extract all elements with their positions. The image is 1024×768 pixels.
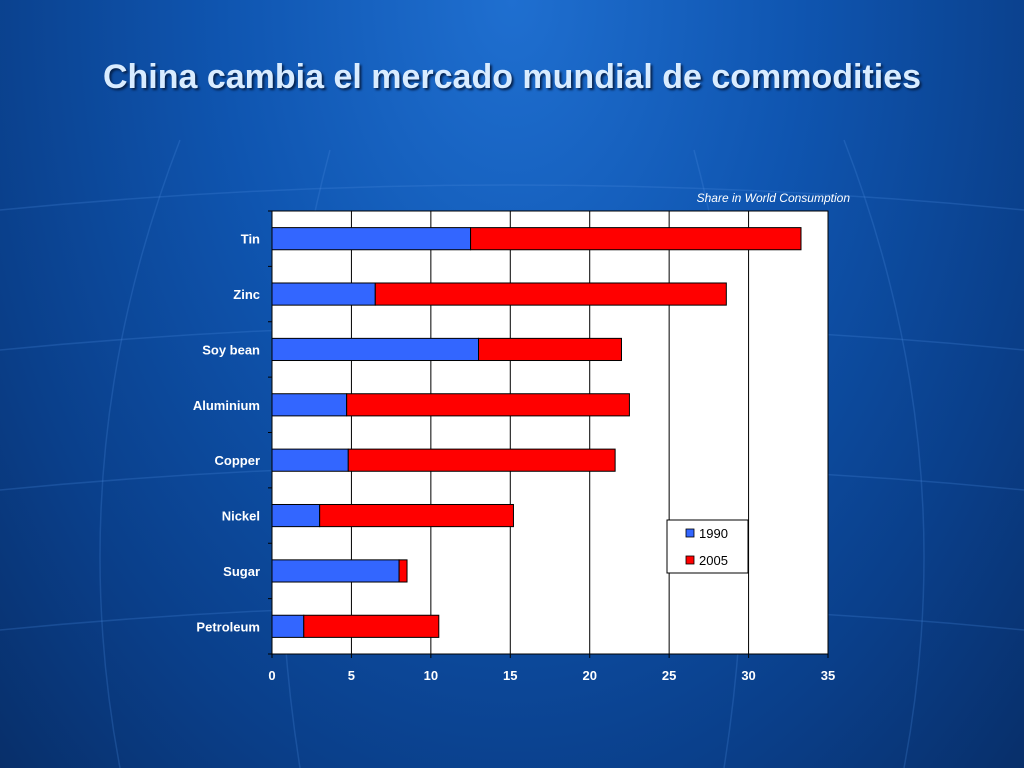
category-label-sugar: Sugar <box>223 564 260 579</box>
category-label-nickel: Nickel <box>222 509 260 524</box>
bar-copper-1990 <box>271 448 349 472</box>
bar-nickel-1990 <box>271 503 321 528</box>
category-labels: Tin Zinc Soy bean Aluminium Copper Nickel Suga… <box>193 232 260 635</box>
category-label-aluminium: Aluminium <box>193 398 260 413</box>
legend-label-2005: 2005 <box>699 553 728 568</box>
legend: 1990 2005 <box>666 519 749 574</box>
bar-sugar-2005 <box>398 559 408 583</box>
x-tick-label-20: 20 <box>582 668 596 683</box>
x-tick-label-35: 35 <box>821 668 835 683</box>
category-label-soy-bean: Soy bean <box>202 342 260 357</box>
bar-soy-bean-1990 <box>271 337 480 362</box>
x-tick-label-0: 0 <box>268 668 275 683</box>
x-tick-label-25: 25 <box>662 668 676 683</box>
legend-swatch-2005 <box>685 555 695 565</box>
category-label-petroleum: Petroleum <box>196 619 260 634</box>
bar-soy-bean-2005 <box>478 337 622 362</box>
bar-aluminium-1990 <box>271 393 348 417</box>
slide-title: China cambia el mercado mundial de commo… <box>102 58 922 96</box>
category-label-zinc: Zinc <box>233 287 260 302</box>
x-tick-label-5: 5 <box>348 668 355 683</box>
bar-zinc-1990 <box>271 282 376 306</box>
bar-copper-2005 <box>347 448 616 472</box>
bar-petroleum-1990 <box>271 614 305 638</box>
legend-box <box>666 519 749 574</box>
x-tick-label-15: 15 <box>503 668 517 683</box>
bar-sugar-1990 <box>271 559 400 583</box>
chart-subtitle: Share in World Consumption <box>697 191 851 205</box>
bars <box>271 227 802 638</box>
x-tick-label-30: 30 <box>741 668 755 683</box>
category-label-copper: Copper <box>215 453 261 468</box>
bar-tin-1990 <box>271 227 472 251</box>
bar-petroleum-2005 <box>303 614 440 638</box>
bar-tin-2005 <box>470 227 802 251</box>
plot-area <box>271 210 829 655</box>
bar-nickel-2005 <box>319 503 514 528</box>
x-tick-label-10: 10 <box>424 668 438 683</box>
legend-label-1990: 1990 <box>699 526 728 541</box>
bar-zinc-2005 <box>374 282 727 306</box>
x-axis-ticks: 0 5 10 15 20 25 30 35 <box>268 654 835 683</box>
category-label-tin: Tin <box>241 232 260 247</box>
legend-swatch-1990 <box>685 528 695 538</box>
bar-aluminium-2005 <box>346 393 630 417</box>
